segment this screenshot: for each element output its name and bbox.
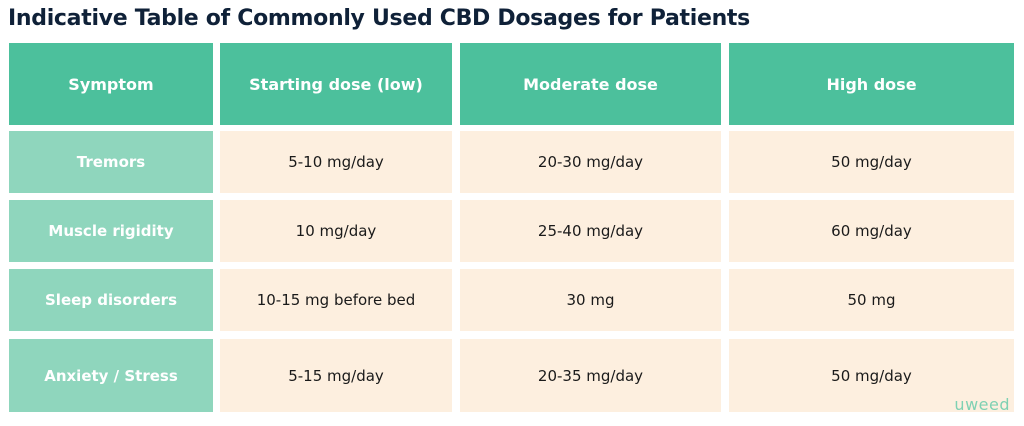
low-dose-cell: 5-15 mg/day: [220, 339, 452, 412]
header-moderate-dose: Moderate dose: [460, 43, 721, 125]
moderate-dose-cell: 20-30 mg/day: [460, 131, 721, 193]
header-starting-dose: Starting dose (low): [220, 43, 452, 125]
moderate-dose-cell: 30 mg: [460, 269, 721, 331]
low-dose-cell: 10-15 mg before bed: [220, 269, 452, 331]
symptom-cell: Tremors: [9, 131, 213, 193]
header-high-dose: High dose: [729, 43, 1014, 125]
high-dose-cell: 60 mg/day: [729, 200, 1014, 262]
high-dose-cell: 50 mg/day: [729, 131, 1014, 193]
moderate-dose-cell: 25-40 mg/day: [460, 200, 721, 262]
symptom-cell: Sleep disorders: [9, 269, 213, 331]
high-dose-cell: 50 mg/day: [729, 339, 1014, 412]
moderate-dose-cell: 20-35 mg/day: [460, 339, 721, 412]
page-title: Indicative Table of Commonly Used CBD Do…: [8, 6, 750, 31]
low-dose-cell: 5-10 mg/day: [220, 131, 452, 193]
low-dose-cell: 10 mg/day: [220, 200, 452, 262]
header-symptom: Symptom: [9, 43, 213, 125]
symptom-cell: Anxiety / Stress: [9, 339, 213, 412]
high-dose-cell: 50 mg: [729, 269, 1014, 331]
symptom-cell: Muscle rigidity: [9, 200, 213, 262]
brand-logo: uweed: [954, 395, 1010, 414]
